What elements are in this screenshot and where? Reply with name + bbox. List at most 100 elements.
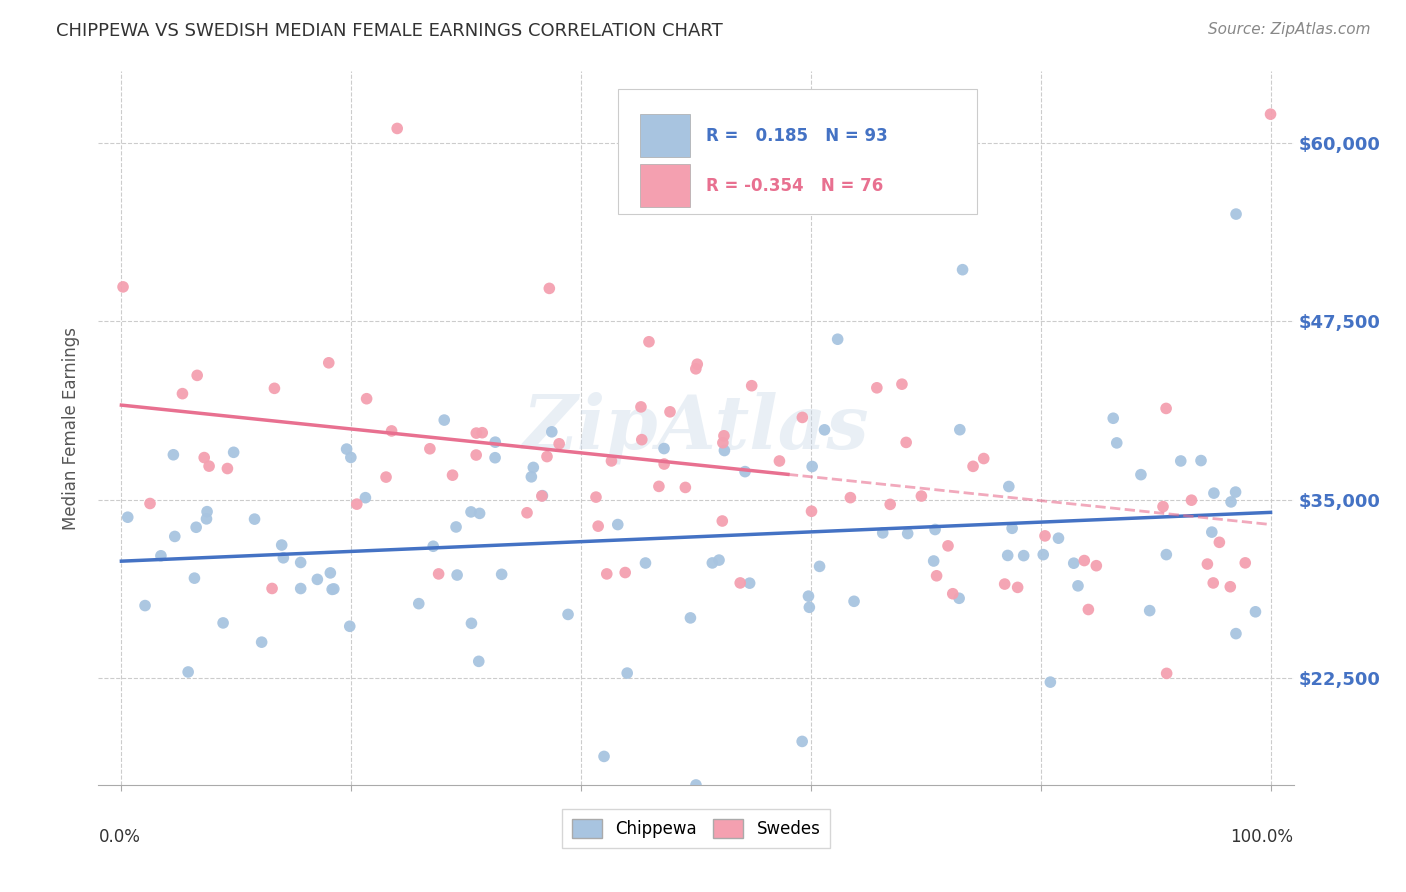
Point (800, 504, 823, 518)
Point (1129, 467, 1152, 482)
Point (460, 505, 482, 519)
Text: 100.0%: 100.0% (1230, 828, 1294, 846)
Point (925, 568, 948, 582)
Point (484, 435, 506, 450)
Point (685, 178, 707, 193)
Point (465, 448, 488, 462)
Point (1102, 411, 1125, 425)
Point (600, 454, 623, 468)
Point (897, 526, 920, 541)
Point (1085, 558, 1108, 573)
Point (685, 778, 707, 792)
Point (177, 665, 200, 679)
Point (711, 435, 734, 450)
Point (134, 599, 156, 613)
Point (973, 451, 995, 466)
Point (728, 576, 751, 591)
Point (585, 490, 607, 504)
Point (1208, 535, 1230, 549)
Point (530, 489, 553, 503)
Point (1170, 454, 1192, 468)
Point (381, 424, 404, 438)
Point (540, 425, 562, 439)
Point (193, 450, 215, 465)
Point (491, 567, 513, 582)
Point (322, 582, 344, 596)
Point (290, 582, 312, 596)
Point (1189, 453, 1212, 467)
Point (186, 368, 208, 383)
Bar (619, 89, 977, 214)
Point (1219, 580, 1241, 594)
Point (1202, 576, 1225, 591)
Point (1180, 493, 1202, 508)
Point (1073, 553, 1095, 567)
Point (471, 425, 494, 440)
Y-axis label: Median Female Earnings: Median Female Earnings (62, 326, 80, 530)
Point (648, 479, 671, 493)
Point (1039, 675, 1062, 690)
Point (172, 386, 194, 401)
Point (522, 460, 544, 475)
Point (686, 357, 709, 371)
Point (962, 459, 984, 474)
Point (217, 461, 239, 475)
Point (444, 520, 467, 534)
Point (652, 442, 675, 456)
Point (1012, 549, 1035, 563)
Point (427, 566, 450, 581)
Point (1244, 605, 1267, 619)
Point (419, 442, 441, 456)
Point (375, 470, 398, 484)
Point (1033, 529, 1056, 543)
Text: R = -0.354   N = 76: R = -0.354 N = 76 (706, 177, 883, 194)
Point (212, 615, 235, 630)
Point (1225, 626, 1247, 640)
Point (1202, 486, 1225, 500)
Point (1001, 521, 1024, 535)
Bar (640, 164, 690, 207)
Point (183, 571, 205, 585)
Point (638, 334, 661, 349)
Point (263, 381, 285, 395)
Point (198, 459, 221, 474)
Point (614, 566, 637, 580)
Text: ZipAtlas: ZipAtlas (523, 392, 869, 465)
Point (741, 378, 763, 392)
Point (446, 568, 468, 582)
Point (548, 437, 571, 451)
Point (557, 607, 579, 622)
Point (949, 423, 972, 437)
Point (634, 556, 657, 570)
Point (1067, 579, 1090, 593)
Point (1234, 556, 1257, 570)
Point (1077, 602, 1099, 616)
Point (942, 587, 965, 601)
Point (866, 381, 889, 395)
Point (713, 443, 735, 458)
Point (516, 506, 538, 520)
Point (536, 450, 558, 464)
Point (768, 454, 790, 468)
Point (1139, 604, 1161, 618)
Point (842, 594, 865, 608)
Point (813, 423, 835, 437)
Point (465, 426, 488, 441)
Point (441, 468, 464, 483)
Point (707, 553, 730, 567)
Point (422, 539, 444, 553)
Point (797, 589, 820, 603)
Point (468, 507, 491, 521)
Point (117, 510, 139, 524)
Point (734, 465, 756, 479)
Point (910, 489, 932, 503)
Point (738, 576, 761, 591)
Point (801, 459, 824, 474)
Point (1154, 401, 1177, 416)
Point (1225, 485, 1247, 500)
Point (385, 121, 409, 136)
Point (652, 457, 675, 471)
Point (484, 450, 506, 465)
Point (408, 597, 430, 611)
Text: 0.0%: 0.0% (98, 828, 141, 846)
